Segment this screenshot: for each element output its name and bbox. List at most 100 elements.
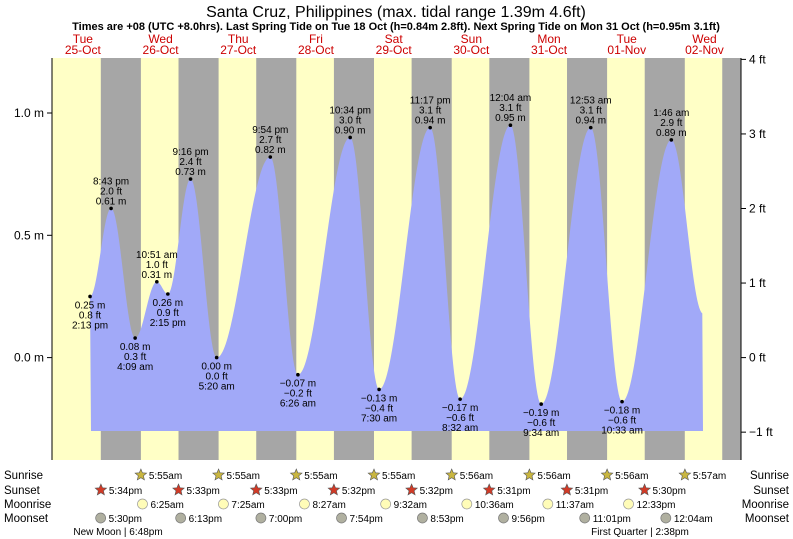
sunrise-time: 5:56am [460,471,493,482]
moonset-icon [255,512,267,524]
sunset-time: 5:33pm [264,486,297,497]
moonset-time: 5:30pm [109,514,142,525]
tide-label: 0.73 m [175,167,206,178]
tide-label: 0.08 m [120,342,151,353]
tide-label: −0.18 m [604,406,640,417]
event-row-labels: Sunrise Sunrise Sunset Sunset Moonrise Moonri… [4,470,790,525]
moonset-time: 7:54pm [350,514,383,525]
sunrise-icon [600,468,614,481]
night-band [722,58,741,460]
day-date-label: 01-Nov [607,43,646,57]
sunset-time: 5:31pm [575,486,608,497]
tide-label: 2:13 pm [72,320,108,331]
day-name-label: Fri [309,32,323,46]
tide-point [188,177,193,181]
tide-label: 5:20 am [199,382,235,393]
tide-label: 1.0 ft [146,260,168,271]
tide-label: 12:53 am [570,96,612,107]
day-date-label: 27-Oct [220,43,257,57]
day-date-label: 25-Oct [65,43,102,57]
tide-label: −0.6 ft [446,413,474,424]
tide-label: 0.26 m [153,298,184,309]
y-right-tick-label: 3 ft [749,127,766,141]
tide-label: 9:54 pm [252,125,288,136]
row-label-right: Sunset [753,485,790,497]
tide-point [133,336,137,340]
tide-label: −0.13 m [361,393,397,404]
tide-label: 10:34 pm [329,105,371,116]
sunset-time: 5:34pm [109,486,142,497]
tide-point [109,206,113,211]
tide-point [166,292,170,296]
tide-label: 2.4 ft [179,157,201,168]
tide-label: 3.1 ft [499,103,521,114]
day-date-label: 26-Oct [143,43,180,57]
sunrise-icon [367,468,381,481]
sunrise-time: 5:56am [615,471,648,482]
row-label-left: Moonrise [4,499,51,511]
moonset-icon [417,512,428,524]
moon-phases: New Moon | 6:48pm First Quarter | 2:38pm [73,527,688,538]
day-name-label: Thu [228,32,249,46]
tide-label: −0.19 m [523,408,559,419]
day-labels: Tue25-OctWed26-OctThu27-OctFri28-OctSat2… [65,32,724,57]
moonset-icon [336,512,347,524]
tide-label: 0.95 m [495,113,526,124]
tide-label: −0.2 ft [284,389,312,400]
tide-label: 0.8 ft [79,310,101,321]
tide-point [539,402,543,406]
sunset-icon [327,483,341,496]
moonrise-time: 8:27am [312,500,345,511]
moonset-icon [660,512,672,524]
tide-point [377,387,381,392]
moonset-time: 9:56pm [512,514,545,525]
tide-label: 6:26 am [280,399,316,410]
sunrise-time: 5:57am [693,471,726,482]
tide-label: 2.7 ft [259,135,281,146]
tide-label: 2:15 pm [150,318,186,329]
sunrise-time: 5:55am [304,471,337,482]
sunset-time: 5:33pm [187,486,220,497]
sunrise-icon [678,468,692,481]
moonset-time: 12:04am [674,514,713,525]
tide-label: 3.0 ft [339,115,361,126]
moonrise-icon [380,498,392,510]
day-name-label: Mon [537,32,560,46]
y-right-tick-label: 0 ft [749,351,766,365]
sunset-time: 5:31pm [497,486,530,497]
tide-label: 3.1 ft [580,106,602,117]
tide-label: 0.9 ft [157,308,179,319]
tide-label: −0.6 ft [608,416,636,427]
moonrise-icon [623,498,634,510]
row-label-left: Sunrise [4,470,43,482]
sunset-icon [482,483,496,496]
tide-label: 8:43 pm [93,176,129,187]
tide-label: −0.4 ft [365,403,393,414]
tide-point [428,125,432,130]
sunrise-icon [289,468,303,481]
moonrise-time: 7:25am [231,500,264,511]
moonset-time: 6:13pm [189,514,222,525]
tide-label: 0.90 m [335,125,366,136]
event-rows: 5:55am 5:55am 5:55am 5:55am 5:56am 5:56am 5:56… [94,468,726,525]
tide-label: 11:17 pm [410,96,451,107]
sunset-icon [560,483,574,496]
tide-label: 0.89 m [656,128,687,139]
tide-label: 10:51 am [136,250,178,261]
tide-point [88,294,92,299]
day-name-label: Wed [148,32,172,46]
moonset-icon [95,512,107,524]
sunset-time: 5:30pm [653,486,686,497]
day-date-label: 31-Oct [531,43,568,57]
tide-label: −0.07 m [280,379,316,390]
day-date-label: 02-Nov [685,43,724,57]
sunset-time: 5:32pm [342,486,375,497]
tide-point [588,125,593,130]
tide-label: 0.94 m [415,116,446,127]
moon-phase-label: First Quarter | 2:38pm [591,527,689,538]
moonset-time: 8:53pm [430,514,463,525]
tide-point [669,138,674,142]
tide-point [348,135,352,140]
day-name-label: Wed [692,32,716,46]
